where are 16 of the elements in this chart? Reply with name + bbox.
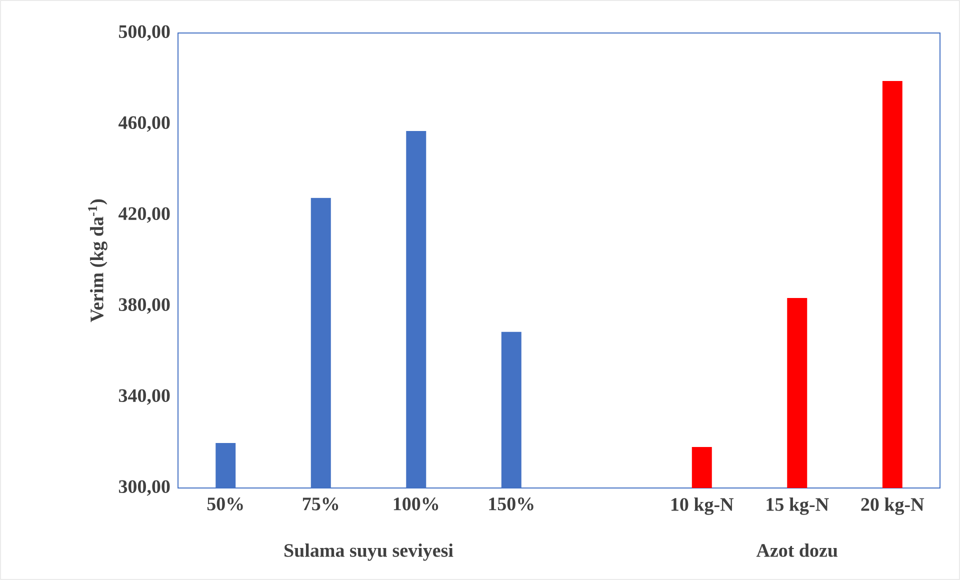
x-tick-label: 75% bbox=[302, 498, 338, 510]
x-tick-label: 10 kg-N bbox=[671, 498, 734, 515]
y-tick-label: 340,00 bbox=[118, 389, 170, 405]
y-tick-label: 380,00 bbox=[118, 298, 170, 314]
text: Azot dozu bbox=[756, 544, 838, 557]
x-tick-label: 15 kg-N bbox=[766, 498, 829, 515]
y-tick-label: 420,00 bbox=[118, 207, 170, 223]
x-tick-label: 50% bbox=[207, 498, 243, 510]
x-tick-label: 100% bbox=[394, 498, 438, 510]
y-tick-label: 500,00 bbox=[118, 25, 170, 41]
x-tick-label: 150% bbox=[489, 498, 534, 510]
text: Sulama suyu seviyesi bbox=[284, 544, 454, 561]
y-axis-title: Verim (kg da$^{-1}$) bbox=[88, 199, 108, 322]
x-tick-label: 20 kg-N bbox=[861, 498, 924, 515]
y-tick-label: 460,00 bbox=[118, 116, 170, 132]
y-tick-label: 300,00 bbox=[118, 480, 170, 496]
